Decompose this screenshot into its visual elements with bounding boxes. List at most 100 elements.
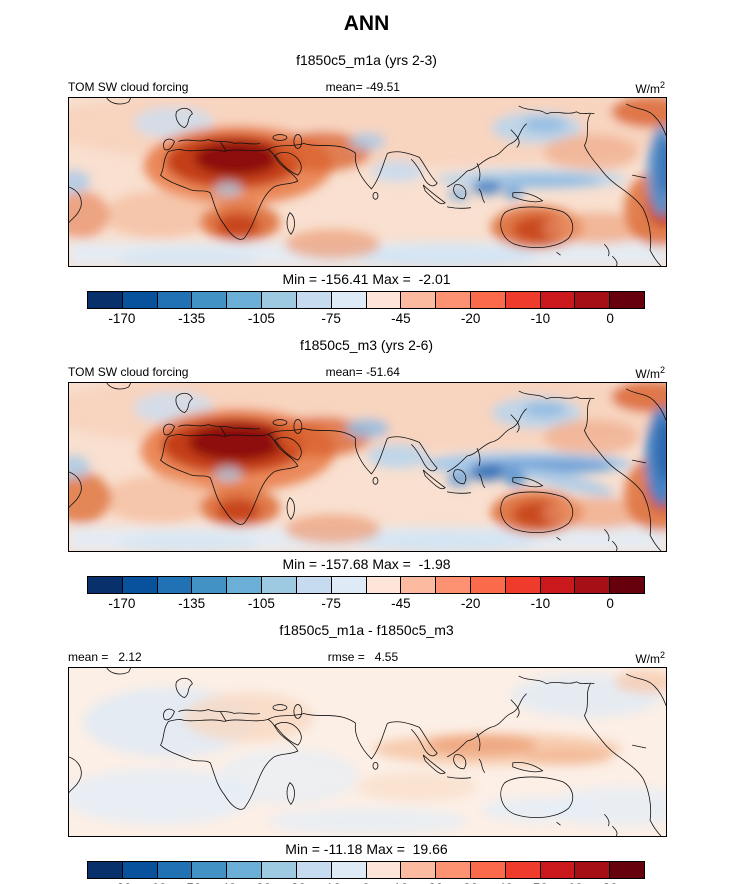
colorbar-ticks: -80 -60 -50 -40 -30 -20 -10 0 10 20 30 40 50 60 80	[87, 881, 645, 884]
colorbar-ticks: -170 -135 -105 -75 -45 -20 -10 0	[87, 596, 645, 613]
colorbar-tick-label: 30	[463, 881, 478, 884]
colorbar-tick-label: -75	[321, 596, 341, 611]
figure-title: ANN	[343, 12, 390, 35]
units-text: W/m	[635, 652, 660, 666]
panel3-colorbar: -80 -60 -50 -40 -30 -20 -10 0 10 20 30 40 50 60 80	[87, 861, 645, 884]
colorbar-segments	[87, 576, 645, 594]
colorbar-segment	[156, 292, 192, 308]
colorbar-tick-label: -105	[247, 311, 275, 326]
colorbar-segment	[609, 862, 644, 878]
colorbar-tick-label: -135	[178, 596, 206, 611]
map-panel-2	[68, 382, 667, 552]
panel1-variable-label: TOM SW cloud forcing	[68, 80, 189, 94]
colorbar-segment	[330, 292, 366, 308]
panel1-subtitle: f1850c5_m1a (yrs 2-3)	[296, 52, 437, 68]
panel1-colorbar: -170 -135 -105 -75 -45 -20 -10 0	[87, 291, 645, 328]
colorbar-segment	[191, 577, 227, 593]
colorbar-segment	[365, 292, 401, 308]
colorbar-segment	[191, 862, 227, 878]
colorbar-segment	[261, 862, 296, 878]
colorbar-ticks: -170 -135 -105 -75 -45 -20 -10 0	[87, 311, 645, 328]
colorbar-tick-label: -45	[391, 596, 411, 611]
panel3-header: mean = 2.12 rmse = 4.55 W/m2	[68, 650, 665, 666]
colorbar-tick-label: -20	[286, 881, 306, 884]
colorbar-tick-label: 0	[606, 596, 614, 611]
colorbar-tick-label: 50	[533, 881, 548, 884]
colorbar-segment	[574, 862, 610, 878]
colorbar-segment	[295, 292, 331, 308]
colorbar-tick-label: 60	[568, 881, 583, 884]
colorbar-segment	[88, 292, 122, 308]
colorbar-tick-label: -60	[147, 881, 167, 884]
colorbar-tick-label: -20	[460, 596, 481, 611]
colorbar-tick-label: -10	[530, 311, 551, 326]
colorbar-segment	[609, 577, 644, 593]
colorbar-tick-label: 80	[603, 881, 618, 884]
colorbar-segment	[435, 292, 470, 308]
colorbar-tick-label: 40	[498, 881, 513, 884]
colorbar-segment	[539, 577, 575, 593]
colorbar-segment	[226, 577, 262, 593]
colorbar-tick-label: -170	[108, 311, 136, 326]
colorbar-segment	[261, 292, 296, 308]
colorbar-tick-label: -50	[182, 881, 202, 884]
colorbar-segment	[365, 862, 401, 878]
colorbar-tick-label: 20	[428, 881, 443, 884]
colorbar-tick-label: -80	[112, 881, 132, 884]
colorbar-segment	[574, 577, 610, 593]
map-panel-1	[68, 97, 667, 267]
colorbar-tick-label: -10	[530, 596, 551, 611]
panel3-subtitle: f1850c5_m1a - f1850c5_m3	[279, 622, 454, 638]
colorbar-tick-label: -45	[391, 311, 411, 326]
panel2-subtitle: f1850c5_m3 (yrs 2-6)	[299, 337, 434, 353]
panel1-header: TOM SW cloud forcing mean= -49.51 W/m2	[68, 80, 665, 96]
colorbar-segment	[469, 292, 505, 308]
colorbar-segment	[330, 577, 366, 593]
colorbar-segment	[156, 577, 192, 593]
colorbar-tick-label: 10	[393, 881, 408, 884]
colorbar-segment	[539, 292, 575, 308]
panel2-colorbar: -170 -135 -105 -75 -45 -20 -10 0	[87, 576, 645, 613]
colorbar-segment	[504, 577, 540, 593]
colorbar-segments	[87, 861, 645, 879]
panel1-units-label: W/m2	[635, 80, 665, 96]
units-exponent: 2	[659, 365, 665, 375]
colorbar-segment	[469, 577, 505, 593]
colorbar-segment	[504, 862, 540, 878]
colorbar-segment	[226, 292, 262, 308]
panel2-header: TOM SW cloud forcing mean= -51.64 W/m2	[68, 365, 665, 381]
colorbar-tick-label: 0	[606, 311, 614, 326]
panel1-mean-label: mean= -49.51	[325, 80, 400, 94]
panel2-units-label: W/m2	[635, 365, 665, 381]
panel3-rmse-label: rmse = 4.55	[327, 650, 399, 664]
panel2-mean-label: mean= -51.64	[325, 365, 400, 379]
panel2-variable-label: TOM SW cloud forcing	[68, 365, 189, 379]
colorbar-tick-label: -170	[108, 596, 136, 611]
colorbar-segment	[121, 292, 157, 308]
map-panel-3	[68, 667, 667, 837]
colorbar-segment	[226, 862, 262, 878]
colorbar-segment	[156, 862, 192, 878]
colorbar-segment	[574, 292, 610, 308]
colorbar-segments	[87, 291, 645, 309]
colorbar-segment	[121, 862, 157, 878]
units-text: W/m	[635, 367, 660, 381]
colorbar-tick-label: -30	[252, 881, 272, 884]
colorbar-segment	[469, 862, 505, 878]
colorbar-tick-label: -135	[178, 311, 206, 326]
units-exponent: 2	[659, 650, 665, 660]
colorbar-segment	[504, 292, 540, 308]
colorbar-segment	[609, 292, 644, 308]
colorbar-segment	[295, 577, 331, 593]
panel1-minmax-label: Min = -156.41 Max = -2.01	[282, 271, 451, 287]
panel2-minmax-label: Min = -157.68 Max = -1.98	[282, 556, 451, 572]
colorbar-segment	[88, 862, 122, 878]
colorbar-segment	[88, 577, 122, 593]
colorbar-segment	[121, 577, 157, 593]
panel3-minmax-label: Min = -11.18 Max = 19.66	[285, 841, 448, 857]
colorbar-segment	[400, 292, 436, 308]
colorbar-tick-label: -105	[247, 596, 275, 611]
colorbar-segment	[261, 577, 296, 593]
colorbar-tick-label: 0	[362, 881, 370, 884]
